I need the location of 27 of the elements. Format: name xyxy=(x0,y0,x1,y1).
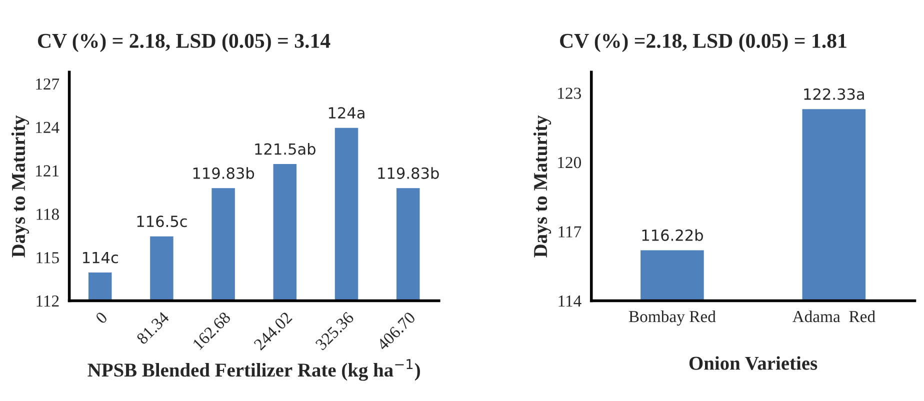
y-axis-title: Days to Maturity xyxy=(11,115,30,258)
y-tick-label: 124 xyxy=(36,122,60,133)
y-tick-label: 127 xyxy=(36,78,60,90)
y-tick-label: 120 xyxy=(558,156,581,168)
x-tick-label: Adama Red xyxy=(792,310,876,322)
y-tick-label: 118 xyxy=(36,208,59,220)
x-tick-label: 0 xyxy=(94,311,108,324)
x-axis-title: Onion Varieties xyxy=(689,356,818,370)
y-tick-label: 123 xyxy=(558,88,581,99)
y-tick-label: 112 xyxy=(36,295,59,307)
data-label: 122.33a xyxy=(804,88,864,100)
data-label: 116.5c xyxy=(137,216,187,228)
x-tick-label: Bombay Red xyxy=(628,310,716,326)
y-tick-label: 117 xyxy=(558,226,582,238)
chart-title: CV (%) = 2.18, LSD (0.05) = 3.14 xyxy=(38,33,330,52)
data-label: 124a xyxy=(328,107,364,119)
data-label: 114c xyxy=(82,252,118,264)
y-tick-label: 114 xyxy=(558,296,582,307)
data-label: 116.22b xyxy=(642,229,703,241)
y-tick-label: 115 xyxy=(36,252,59,264)
data-label: 119.83b xyxy=(378,167,439,179)
y-tick-label: 121 xyxy=(36,165,59,176)
data-label: 121.5ab xyxy=(255,142,316,155)
data-label: 119.83b xyxy=(193,167,254,179)
chart-title: CV (%) =2.18, LSD (0.05) = 1.81 xyxy=(560,33,846,52)
x-axis-title: NPSB Blended Fertilizer Rate (kg ha$^{−1}$) xyxy=(88,359,420,381)
y-axis-title: Days to Maturity xyxy=(533,115,552,258)
